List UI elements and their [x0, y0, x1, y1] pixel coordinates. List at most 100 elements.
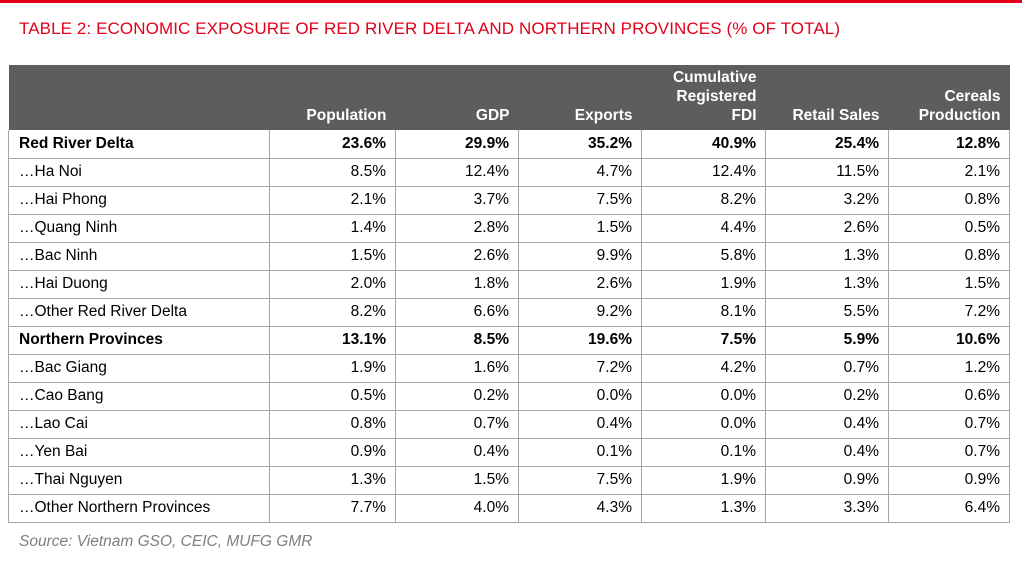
table-cell: 0.7%: [888, 437, 1010, 467]
table-cell: 0.9%: [269, 437, 396, 467]
table-cell: 4.3%: [518, 493, 642, 523]
table-row: Northern Provinces 13.1% 8.5% 19.6% 7.5% 5.9%…: [8, 325, 1010, 355]
table-row: …Cao Bang 0.5% 0.2% 0.0% 0.0% 0.2% 0.6%: [8, 381, 1010, 411]
table-cell: 7.5%: [518, 465, 642, 495]
table-cell: 1.4%: [269, 213, 396, 243]
table-cell: 0.7%: [888, 409, 1010, 439]
source-note: Source: Vietnam GSO, CEIC, MUFG GMR: [19, 533, 313, 550]
table-cell: 1.6%: [395, 353, 519, 383]
table-cell: 0.7%: [395, 409, 519, 439]
table-cell: 10.6%: [888, 325, 1010, 355]
table-row: …Bac Giang 1.9% 1.6% 7.2% 4.2% 0.7% 1.2%: [8, 353, 1010, 383]
table-cell: 8.5%: [269, 157, 396, 187]
table-cell: 4.4%: [641, 213, 766, 243]
column-header: Exports: [518, 65, 642, 130]
table-cell: 7.5%: [641, 325, 766, 355]
table-row: …Other Red River Delta 8.2% 6.6% 9.2% 8.1% 5.…: [8, 297, 1010, 327]
table-cell: 0.2%: [395, 381, 519, 411]
table-cell: 11.5%: [765, 157, 889, 187]
column-header: Cumulative Registered FDI: [641, 65, 766, 130]
table-body: Red River Delta 23.6% 29.9% 35.2% 40.9% 25.4%…: [8, 130, 1010, 523]
table-cell: 7.7%: [269, 493, 396, 523]
table-cell: 1.5%: [269, 241, 396, 271]
table-row: …Quang Ninh 1.4% 2.8% 1.5% 4.4% 2.6% 0.5%: [8, 213, 1010, 243]
table-cell: 4.2%: [641, 353, 766, 383]
table-cell: 0.1%: [641, 437, 766, 467]
table-cell: 5.5%: [765, 297, 889, 327]
table-cell: 5.8%: [641, 241, 766, 271]
table-cell: 6.6%: [395, 297, 519, 327]
row-label: Red River Delta: [8, 130, 270, 159]
table-cell: 1.9%: [269, 353, 396, 383]
table-cell: 1.9%: [641, 465, 766, 495]
table-row: …Yen Bai 0.9% 0.4% 0.1% 0.1% 0.4% 0.7%: [8, 437, 1010, 467]
table-cell: 0.1%: [518, 437, 642, 467]
table-row: …Hai Duong 2.0% 1.8% 2.6% 1.9% 1.3% 1.5%: [8, 269, 1010, 299]
row-label: Northern Provinces: [8, 325, 270, 355]
table-cell: 1.5%: [518, 213, 642, 243]
table-cell: 5.9%: [765, 325, 889, 355]
table-cell: 40.9%: [641, 130, 766, 159]
table-cell: 1.5%: [395, 465, 519, 495]
table-cell: 0.8%: [888, 241, 1010, 271]
table-cell: 2.8%: [395, 213, 519, 243]
row-label: …Hai Phong: [8, 185, 270, 215]
table-cell: 0.5%: [269, 381, 396, 411]
table-row: …Hai Phong 2.1% 3.7% 7.5% 8.2% 3.2% 0.8%: [8, 185, 1010, 215]
table-cell: 0.2%: [765, 381, 889, 411]
row-label: …Other Red River Delta: [8, 297, 270, 327]
table-row: Red River Delta 23.6% 29.9% 35.2% 40.9% 25.4%…: [8, 130, 1010, 159]
table-cell: 1.3%: [269, 465, 396, 495]
row-label: …Other Northern Provinces: [8, 493, 270, 523]
table-row: …Lao Cai 0.8% 0.7% 0.4% 0.0% 0.4% 0.7%: [8, 409, 1010, 439]
column-header: GDP: [395, 65, 519, 130]
table-cell: 8.2%: [641, 185, 766, 215]
table-cell: 2.0%: [269, 269, 396, 299]
table-cell: 1.3%: [641, 493, 766, 523]
table-row: …Ha Noi 8.5% 12.4% 4.7% 12.4% 11.5% 2.1%: [8, 157, 1010, 187]
table-cell: 0.4%: [765, 409, 889, 439]
column-header: Population: [269, 65, 396, 130]
row-label: …Cao Bang: [8, 381, 270, 411]
header-row: Population GDP Exports Cumulative Registe…: [8, 65, 1010, 130]
table-cell: 0.9%: [765, 465, 889, 495]
table-cell: 8.1%: [641, 297, 766, 327]
table-cell: 1.3%: [765, 241, 889, 271]
table-cell: 4.7%: [518, 157, 642, 187]
column-header: Retail Sales: [765, 65, 889, 130]
table-cell: 0.7%: [765, 353, 889, 383]
table-cell: 0.6%: [888, 381, 1010, 411]
table-cell: 7.5%: [518, 185, 642, 215]
row-label: …Hai Duong: [8, 269, 270, 299]
table-cell: 0.5%: [888, 213, 1010, 243]
column-header: Cereals Production: [888, 65, 1010, 130]
table-cell: 0.0%: [518, 381, 642, 411]
row-label: …Lao Cai: [8, 409, 270, 439]
table-title: TABLE 2: ECONOMIC EXPOSURE OF RED RIVER …: [19, 19, 841, 38]
table-cell: 0.4%: [765, 437, 889, 467]
table-cell: 1.9%: [641, 269, 766, 299]
row-label: …Quang Ninh: [8, 213, 270, 243]
table-cell: 0.8%: [269, 409, 396, 439]
top-accent-rule: [0, 0, 1022, 3]
table-cell: 3.3%: [765, 493, 889, 523]
table-cell: 0.4%: [395, 437, 519, 467]
table-row: …Bac Ninh 1.5% 2.6% 9.9% 5.8% 1.3% 0.8%: [8, 241, 1010, 271]
table-cell: 12.4%: [395, 157, 519, 187]
table-cell: 23.6%: [269, 130, 396, 159]
table-cell: 0.9%: [888, 465, 1010, 495]
table-cell: 25.4%: [765, 130, 889, 159]
table-cell: 2.1%: [888, 157, 1010, 187]
table-cell: 13.1%: [269, 325, 396, 355]
table-cell: 8.5%: [395, 325, 519, 355]
table-cell: 0.0%: [641, 381, 766, 411]
table-row: …Thai Nguyen 1.3% 1.5% 7.5% 1.9% 0.9% 0.9%: [8, 465, 1010, 495]
table-cell: 7.2%: [518, 353, 642, 383]
table-cell: 2.6%: [518, 269, 642, 299]
table-cell: 2.6%: [765, 213, 889, 243]
table-cell: 4.0%: [395, 493, 519, 523]
table-cell: 9.2%: [518, 297, 642, 327]
table-cell: 35.2%: [518, 130, 642, 159]
table-cell: 19.6%: [518, 325, 642, 355]
table-cell: 0.8%: [888, 185, 1010, 215]
